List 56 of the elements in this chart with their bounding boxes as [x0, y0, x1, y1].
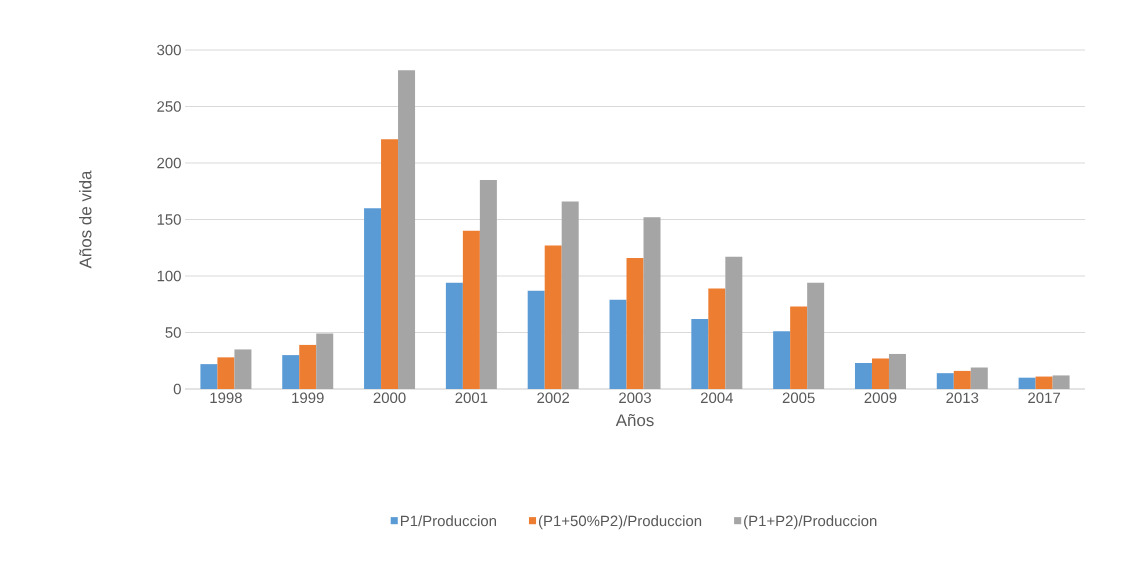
bar	[200, 364, 218, 389]
bar	[1018, 377, 1036, 389]
bar	[544, 245, 562, 389]
bar	[936, 373, 954, 389]
bar	[316, 333, 334, 389]
bar	[561, 201, 579, 389]
bar	[790, 306, 808, 389]
bar	[854, 363, 872, 389]
x-tick-label: 2005	[782, 392, 815, 404]
x-tick-label: 1998	[210, 392, 242, 404]
bar	[953, 370, 971, 389]
bar	[527, 290, 545, 389]
bar	[888, 353, 906, 389]
y-axis-title: Años de vida	[79, 170, 92, 269]
bar	[1035, 376, 1053, 389]
bar	[282, 355, 300, 389]
x-tick-label: 1999	[292, 392, 324, 404]
legend-label: (P1+P2)/Produccion	[744, 515, 877, 530]
y-tick-label: 250	[157, 101, 181, 112]
bar	[217, 357, 235, 389]
x-tick-label: 2013	[946, 392, 979, 404]
x-tick-label: 2009	[864, 392, 897, 404]
bar	[970, 367, 988, 389]
bar	[398, 70, 416, 389]
x-tick-label: 2004	[700, 392, 734, 404]
bar	[871, 358, 889, 389]
y-tick-label: 200	[157, 157, 181, 169]
x-axis-title: Años	[615, 413, 654, 427]
y-tick-label: 0	[173, 383, 181, 395]
bar	[234, 349, 252, 389]
bar	[773, 331, 791, 389]
bar	[381, 139, 399, 389]
bar	[299, 344, 317, 389]
bar	[462, 230, 480, 389]
y-tick-label: 100	[157, 270, 181, 282]
bar	[691, 318, 709, 389]
bar	[807, 282, 825, 389]
x-tick-label: 2017	[1028, 392, 1060, 404]
bar	[609, 299, 627, 389]
x-tick-label: 2002	[537, 392, 570, 404]
bar	[725, 256, 743, 389]
x-tick-label: 2000	[373, 392, 406, 404]
legend-label: P1/Produccion	[401, 515, 496, 527]
y-tick-label: 300	[157, 44, 181, 56]
x-tick-label: 2003	[619, 392, 651, 404]
y-tick-label: 150	[157, 214, 181, 225]
bar	[626, 257, 644, 389]
bar	[1052, 375, 1070, 389]
bar	[445, 282, 463, 389]
bar	[708, 288, 726, 389]
bar	[479, 179, 497, 389]
bar	[364, 208, 382, 389]
x-tick-label: 2001	[455, 392, 488, 404]
legend-label: (P1+50%P2)/Produccion	[538, 515, 702, 530]
y-tick-label: 50	[165, 327, 181, 338]
bar	[643, 217, 661, 389]
